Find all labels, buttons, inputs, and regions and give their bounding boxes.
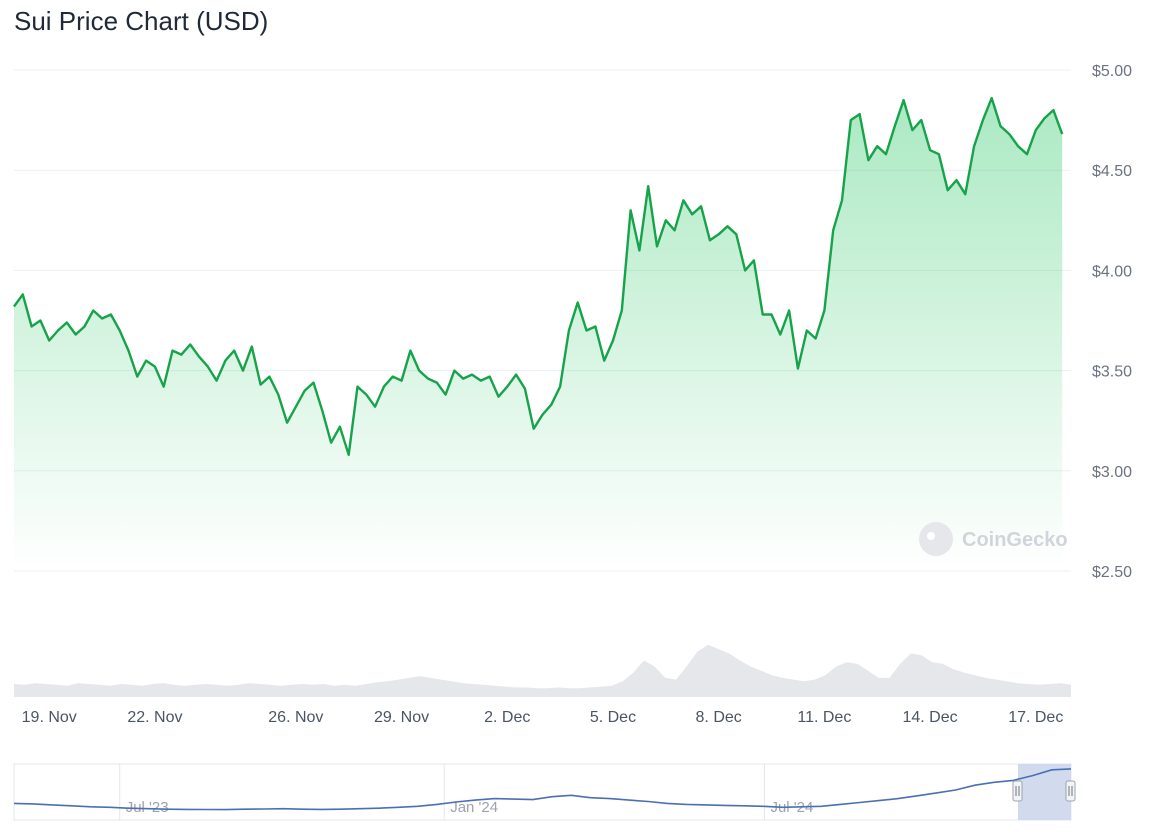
price-area [14,98,1063,571]
volume-series [14,644,1071,697]
x-tick-label: 17. Dec [1008,709,1063,726]
y-tick-label: $5.00 [1092,63,1132,80]
x-tick-label: 14. Dec [902,709,957,726]
y-tick-label: $2.50 [1092,564,1132,581]
x-axis: 19. Nov 22. Nov 26. Nov 29. Nov 2. Dec 5. Dec… [22,709,1064,726]
chart-title: Sui Price Chart (USD) [14,6,269,36]
navigator-selection[interactable] [1018,764,1071,820]
y-tick-label: $4.50 [1092,163,1132,180]
navigator-right-handle[interactable] [1065,780,1076,802]
x-tick-label: 22. Nov [127,709,182,726]
watermark: CoinGecko [919,522,1068,556]
coingecko-logo-icon [919,522,953,556]
navigator-line [13,768,1072,811]
watermark-text: CoinGecko [962,529,1068,551]
x-tick-label: 26. Nov [268,709,323,726]
y-axis: $5.00 $4.50 $4.00 $3.50 $3.00 $2.50 [1092,63,1132,581]
x-tick-label: 2. Dec [484,709,530,726]
x-tick-label: 8. Dec [696,709,742,726]
x-tick-label: 11. Dec [797,709,851,726]
volume-area [14,644,1071,697]
y-tick-label: $3.00 [1092,464,1132,481]
x-tick-label: 5. Dec [590,709,636,726]
navigator-tick-label: Jul '23 [126,799,169,816]
navigator-frame [13,763,1072,821]
x-tick-label: 19. Nov [22,709,77,726]
navigator[interactable]: Jul '23 Jan '24 Jul '24 [13,763,1076,821]
coingecko-eye-icon [927,532,935,540]
price-line[interactable] [13,96,1064,456]
navigator-left-handle[interactable] [1012,780,1023,802]
y-tick-label: $3.50 [1092,364,1132,381]
y-tick-label: $4.00 [1092,263,1132,280]
navigator-tick-label: Jan '24 [450,799,498,816]
x-tick-label: 29. Nov [374,709,429,726]
